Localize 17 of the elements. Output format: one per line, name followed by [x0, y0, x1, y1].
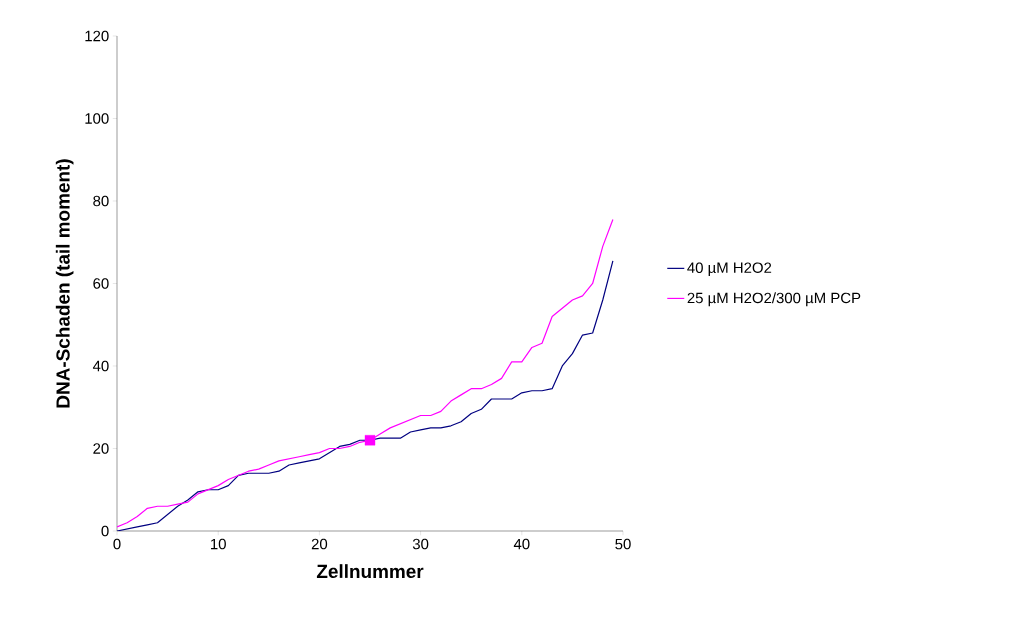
x-tick-label: 40 — [513, 538, 530, 550]
x-tick-label: 0 — [113, 538, 121, 550]
legend-label: 40 µM H2O2 — [687, 262, 772, 276]
x-axis-title: Zellnummer — [316, 564, 424, 579]
y-tick-label: 40 — [92, 360, 109, 372]
x-tick-label: 30 — [412, 538, 429, 550]
y-tick-label: 100 — [85, 113, 109, 124]
y-axis-title: DNA-Schaden (tail moment) — [55, 159, 74, 408]
y-tick-label: 120 — [85, 30, 109, 42]
y-tick-label: 20 — [93, 443, 109, 454]
y-tick-label: 0 — [101, 525, 109, 537]
y-tick-label: 60 — [93, 278, 109, 289]
x-tick-label: 10 — [211, 538, 226, 550]
y-tick-label: 80 — [93, 195, 109, 207]
x-tick-label: 20 — [311, 538, 328, 550]
x-tick-label: 50 — [615, 538, 631, 550]
legend-label: 25 µM H2O2/300 µM PCP — [687, 292, 861, 307]
